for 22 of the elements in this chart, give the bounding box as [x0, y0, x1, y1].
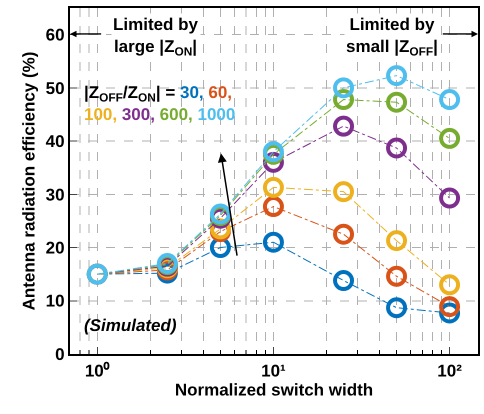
annotation: (Simulated)	[84, 316, 177, 335]
x-tick-label: 10⁰	[84, 361, 110, 380]
text: 1000	[197, 105, 236, 124]
y-tick-label: 40	[46, 132, 65, 152]
text: 100,	[84, 105, 118, 124]
annotation: Limited by large |Z$_{ON}$|	[113, 15, 199, 59]
y-tick-label: 10	[46, 292, 65, 311]
y-tick-label: 30	[46, 185, 65, 204]
x-axis-title: Normalized switch width	[174, 380, 374, 400]
y-tick-label: 0	[55, 344, 65, 364]
y-tick-label: 20	[46, 238, 65, 258]
text: 300,	[122, 105, 155, 124]
text: 600,	[160, 105, 193, 124]
x-tick-label: 10¹	[261, 361, 286, 380]
annotation: Limited by small |Z$_{OFF}$|	[346, 15, 438, 59]
y-tick-label: 60	[46, 26, 65, 45]
text: 60,	[208, 83, 232, 102]
text: 30,	[180, 83, 204, 102]
y-axis-title: Antenna radiation efficiency (%)	[20, 52, 39, 310]
x-tick-label: 10²	[437, 361, 462, 380]
legend-title: |Z$_{OFF}$/Z$_{ON}$| =	[84, 83, 180, 105]
y-tick-label: 50	[46, 78, 65, 98]
